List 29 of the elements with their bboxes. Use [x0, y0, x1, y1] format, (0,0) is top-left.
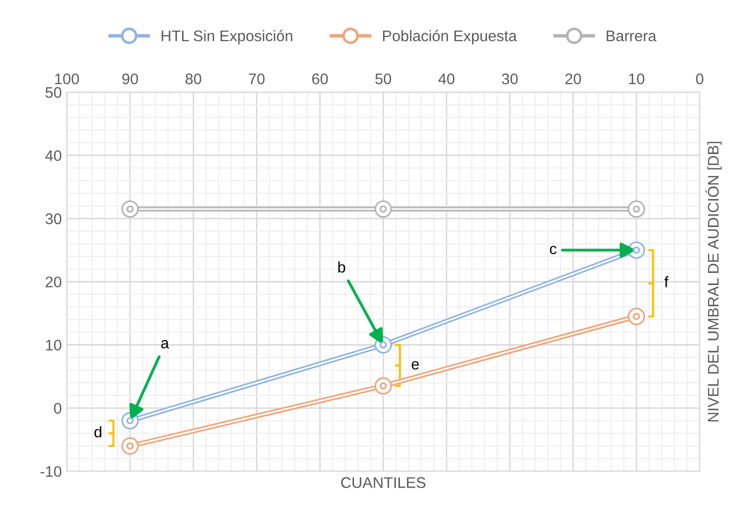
- x-tick-label: 10: [629, 73, 644, 84]
- y-tick-label: 30: [46, 213, 62, 224]
- annotation: c: [550, 246, 556, 254]
- y-tick-label: 50: [46, 87, 62, 98]
- x-tick-label: 70: [248, 73, 265, 84]
- annotation: d: [94, 426, 102, 438]
- x-tick-label: 100: [55, 73, 79, 84]
- x-tick-label: 90: [122, 73, 138, 84]
- x-tick-label: 20: [565, 73, 582, 84]
- legend-label: Población Expuesta: [383, 30, 517, 44]
- x-axis-title: CUANTILES: [341, 477, 426, 488]
- x-tick-label: 0: [696, 73, 704, 84]
- annotation: e: [412, 361, 419, 370]
- annotation: f: [664, 276, 668, 288]
- y-tick-label: 40: [45, 150, 62, 162]
- x-tick-label: 40: [438, 73, 454, 84]
- y-tick-label: 10: [46, 340, 62, 351]
- y-tick-label: 20: [46, 276, 62, 288]
- y-tick-label: 0: [54, 402, 62, 414]
- annotation: a: [161, 340, 170, 348]
- x-tick-label: 50: [375, 73, 392, 84]
- x-tick-label: 30: [502, 73, 518, 84]
- annotation: b: [338, 261, 346, 273]
- y-tick-label: -10: [40, 466, 62, 477]
- legend-label: Barrera: [606, 30, 656, 42]
- x-tick-label: 60: [312, 73, 328, 84]
- y-axis-title: NIVEL DEL UMBRAL DE AUDICIÓN [DB]: [705, 142, 722, 422]
- legend-label: HTL Sin Exposición: [162, 30, 292, 44]
- x-tick-label: 80: [186, 73, 202, 84]
